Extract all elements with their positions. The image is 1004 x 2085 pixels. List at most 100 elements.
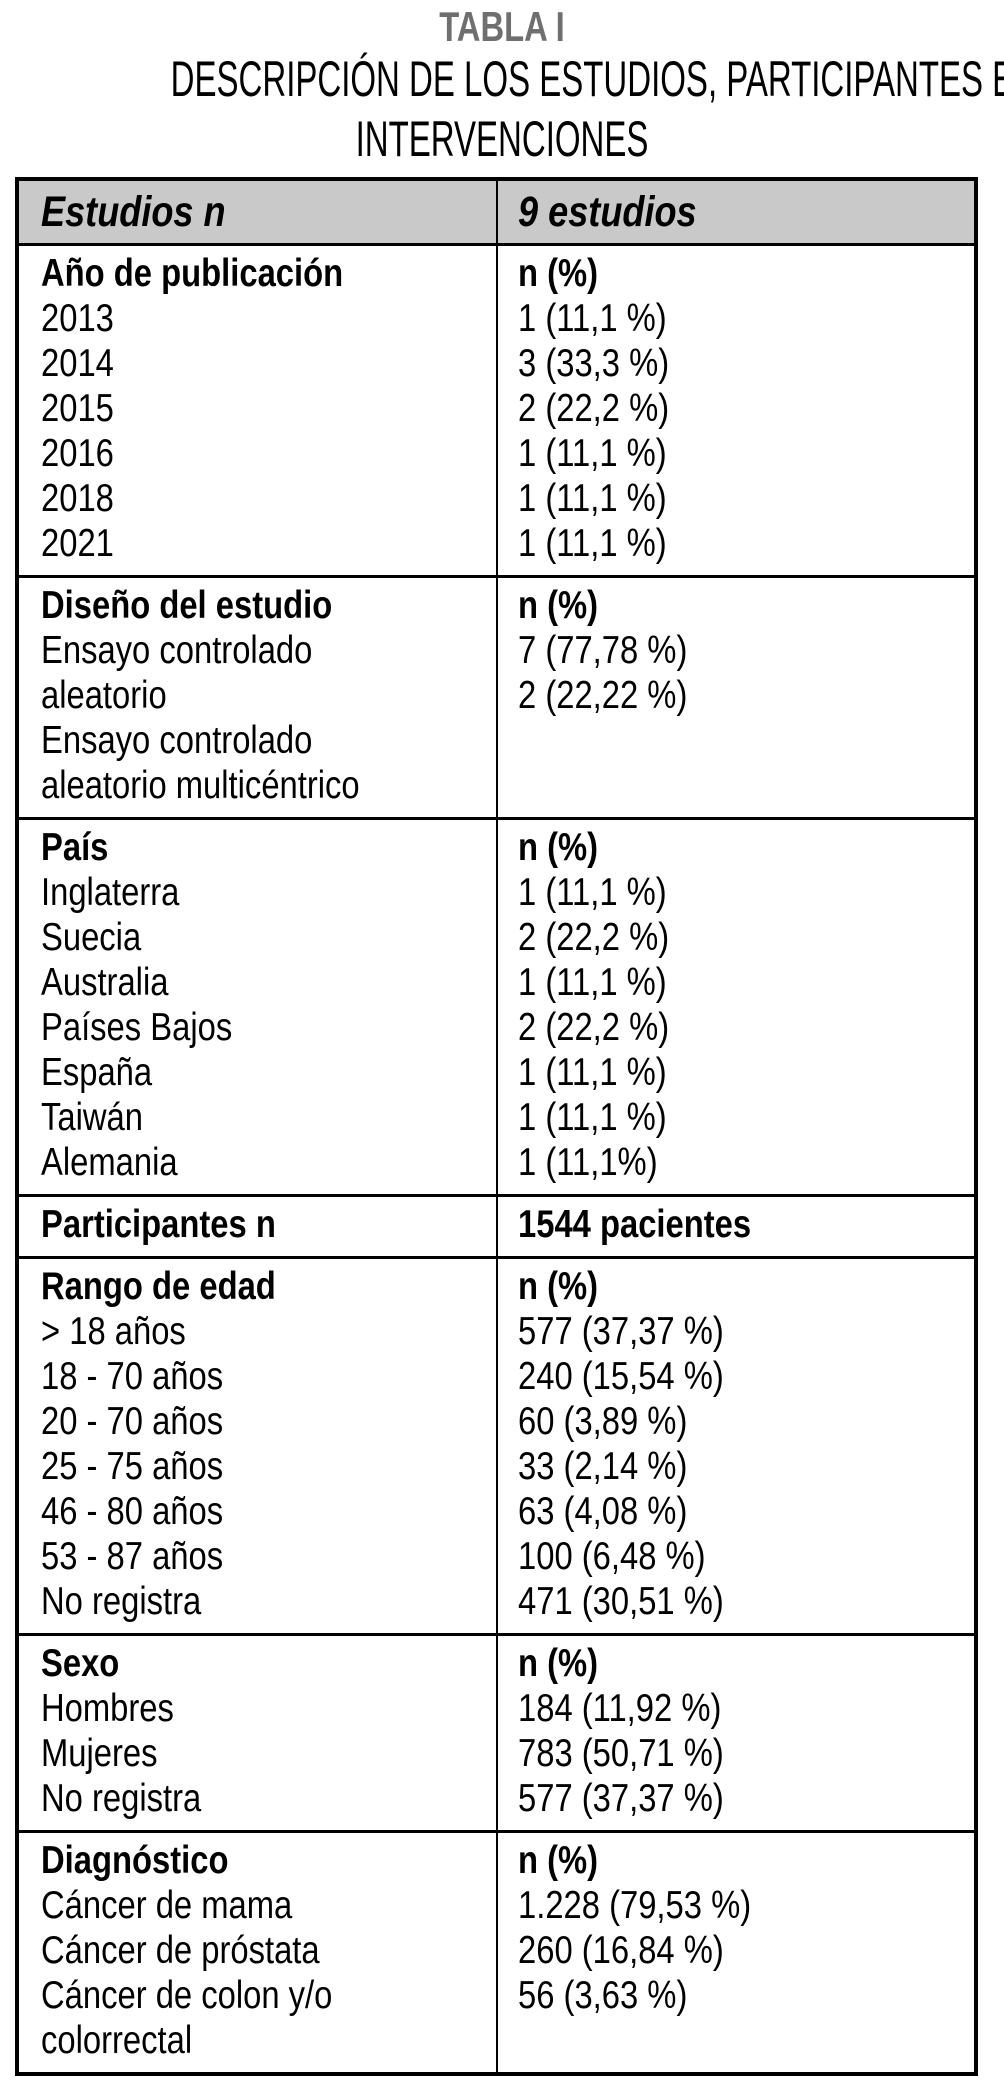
cell-line: Ensayo controlado [41, 719, 313, 762]
cell-line: 56 (3,63 %) [518, 1974, 688, 2017]
subtitle-line-2: INTERVENCIONES [355, 111, 649, 167]
cell-line: 1 (11,1 %) [518, 432, 667, 475]
value-header: n (%) [518, 1642, 599, 1685]
cell-right: n (%) 7 (77,78 %) 2 (22,22 %) [498, 578, 974, 817]
section-label: Participantes n [41, 1203, 276, 1246]
cell-line: Taiwán [41, 1096, 143, 1139]
cell-left: Participantes n [19, 1197, 498, 1256]
header-label: Estudios n [41, 187, 226, 236]
cell-right: n (%) 1.228 (79,53 %) 260 (16,84 %) 56 (… [498, 1833, 974, 2072]
cell-line: Inglaterra [41, 871, 180, 914]
cell-line: 53 - 87 años [41, 1535, 224, 1578]
cell-line: colorrectal [41, 2019, 193, 2062]
cell-line: 33 (2,14 %) [518, 1445, 688, 1488]
section-study-design: Diseño del estudio Ensayo controlado ale… [19, 578, 974, 820]
cell-line: 577 (37,37 %) [518, 1310, 724, 1353]
section-age-range: Rango de edad > 18 años 18 - 70 años 20 … [19, 1259, 974, 1636]
cell-line: 184 (11,92 %) [518, 1687, 722, 1730]
cell-left: Año de publicación 2013 2014 2015 2016 2… [19, 246, 498, 575]
cell-line: 100 (6,48 %) [518, 1535, 706, 1578]
cell-line: 2 (22,2 %) [518, 387, 670, 430]
cell-line: 63 (4,08 %) [518, 1490, 688, 1533]
section-participants: Participantes n 1544 pacientes [19, 1197, 974, 1259]
header-cell-right: 9 estudios [498, 181, 974, 243]
section-sex: Sexo Hombres Mujeres No registra n (%) 1… [19, 1636, 974, 1833]
cell-line: Australia [41, 961, 169, 1004]
cell-line: 2018 [41, 477, 114, 520]
cell-line: 2013 [41, 297, 114, 340]
section-label: Rango de edad [41, 1265, 276, 1308]
cell-line: 2 (22,22 %) [518, 674, 688, 717]
section-country: País Inglaterra Suecia Australia Países … [19, 820, 974, 1197]
cell-line: 471 (30,51 %) [518, 1580, 724, 1623]
cell-line: 2016 [41, 432, 114, 475]
section-label: País [41, 826, 109, 869]
section-label: Diagnóstico [41, 1839, 229, 1882]
cell-line: Cáncer de próstata [41, 1929, 320, 1972]
cell-line: 1 (11,1 %) [518, 477, 667, 520]
value-header: n (%) [518, 252, 599, 295]
cell-line: 1 (11,1%) [518, 1141, 658, 1184]
cell-line: 240 (15,54 %) [518, 1355, 724, 1398]
page-subtitle: DESCRIPCIÓN DE LOS ESTUDIOS, PARTICIPANT… [0, 49, 1004, 169]
cell-line: 2015 [41, 387, 114, 430]
page-title: TABLA I [439, 3, 565, 50]
cell-left: Rango de edad > 18 años 18 - 70 años 20 … [19, 1259, 498, 1633]
cell-line: No registra [41, 1777, 202, 1820]
cell-line: Alemania [41, 1141, 178, 1184]
value-header: n (%) [518, 826, 599, 869]
cell-line: Ensayo controlado [41, 629, 313, 672]
cell-right: n (%) 577 (37,37 %) 240 (15,54 %) 60 (3,… [498, 1259, 974, 1633]
cell-line: 260 (16,84 %) [518, 1929, 724, 1972]
header-cell-left: Estudios n [19, 181, 498, 243]
cell-left: Diseño del estudio Ensayo controlado ale… [19, 578, 498, 817]
cell-line: 1 (11,1 %) [518, 1096, 667, 1139]
header-value: 9 estudios [518, 187, 697, 236]
cell-left: Sexo Hombres Mujeres No registra [19, 1636, 498, 1830]
cell-right: n (%) 1 (11,1 %) 3 (33,3 %) 2 (22,2 %) 1… [498, 246, 974, 575]
cell-right: n (%) 1 (11,1 %) 2 (22,2 %) 1 (11,1 %) 2… [498, 820, 974, 1194]
cell-line: 1 (11,1 %) [518, 1051, 667, 1094]
cell-line: No registra [41, 1580, 202, 1623]
value-header: n (%) [518, 1839, 599, 1882]
cell-line: España [41, 1051, 153, 1094]
value-header: n (%) [518, 1265, 599, 1308]
cell-line: 7 (77,78 %) [518, 629, 688, 672]
cell-right: n (%) 184 (11,92 %) 783 (50,71 %) 577 (3… [498, 1636, 974, 1830]
subtitle-line-1: DESCRIPCIÓN DE LOS ESTUDIOS, PARTICIPANT… [170, 51, 1004, 107]
cell-line: 1.228 (79,53 %) [518, 1884, 752, 1927]
cell-line: 46 - 80 años [41, 1490, 224, 1533]
cell-line: 1 (11,1 %) [518, 871, 667, 914]
cell-line: Hombres [41, 1687, 174, 1730]
cell-line: aleatorio [41, 674, 167, 717]
table-header-row: Estudios n 9 estudios [19, 181, 974, 246]
cell-left: País Inglaterra Suecia Australia Países … [19, 820, 498, 1194]
cell-line: 2021 [41, 522, 114, 565]
cell-line: Suecia [41, 916, 142, 959]
cell-left: Diagnóstico Cáncer de mama Cáncer de pró… [19, 1833, 498, 2072]
section-label: Sexo [41, 1642, 120, 1685]
cell-line: 3 (33,3 %) [518, 342, 670, 385]
cell-line: 577 (37,37 %) [518, 1777, 724, 1820]
cell-line: 18 - 70 años [41, 1355, 224, 1398]
cell-line: Mujeres [41, 1732, 158, 1775]
value-header: n (%) [518, 584, 599, 627]
cell-line: 60 (3,89 %) [518, 1400, 688, 1443]
section-diagnosis: Diagnóstico Cáncer de mama Cáncer de pró… [19, 1833, 974, 2072]
cell-line: Cáncer de mama [41, 1884, 293, 1927]
cell-line: Cáncer de colon y/o [41, 1974, 333, 2017]
cell-line: 1 (11,1 %) [518, 297, 667, 340]
cell-line: 25 - 75 años [41, 1445, 224, 1488]
section-label: Diseño del estudio [41, 584, 333, 627]
cell-line: 2 (22,2 %) [518, 1006, 670, 1049]
cell-line: aleatorio multicéntrico [41, 764, 360, 807]
value-header: 1544 pacientes [518, 1203, 752, 1246]
cell-line: Países Bajos [41, 1006, 233, 1049]
cell-line: 2 (22,2 %) [518, 916, 670, 959]
cell-line: 1 (11,1 %) [518, 522, 667, 565]
cell-line: > 18 años [41, 1310, 186, 1353]
section-label: Año de publicación [41, 252, 344, 295]
cell-line: 783 (50,71 %) [518, 1732, 724, 1775]
cell-right: 1544 pacientes [498, 1197, 974, 1256]
